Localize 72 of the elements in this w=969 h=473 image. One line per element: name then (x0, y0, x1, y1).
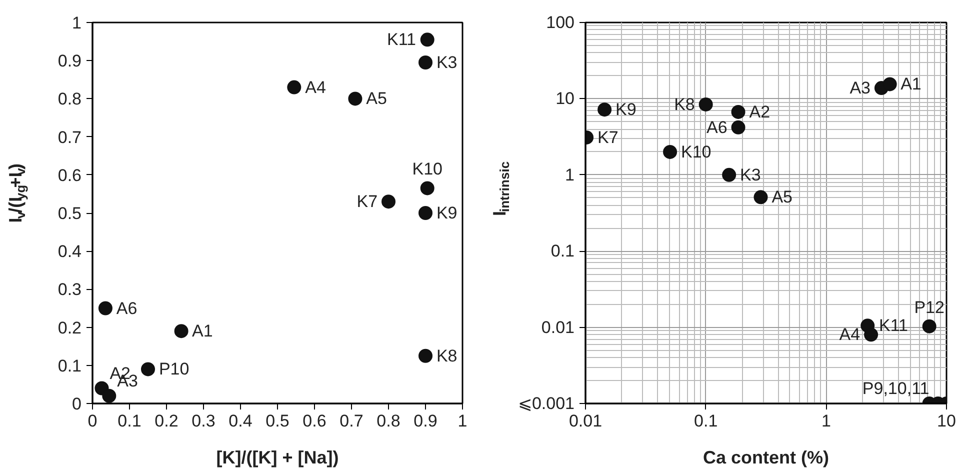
y-tick-label: 0.1 (58, 356, 82, 376)
x-tick-label: 1 (458, 412, 468, 430)
y-tick-label: 1 (72, 14, 82, 32)
annotation: A5 (772, 188, 793, 207)
y-tick-label: 1 (565, 165, 575, 184)
x-tick-label: 0.8 (376, 412, 400, 430)
point (98, 301, 112, 316)
annotation: K8 (674, 94, 695, 114)
x-tick-label: 0 (88, 412, 98, 430)
point (418, 348, 432, 363)
point (420, 181, 434, 196)
y-tick-label: 0.1 (550, 242, 575, 261)
annotation: P9,10,11 (862, 379, 930, 398)
annotation: K11 (878, 316, 908, 336)
x-tick-label: 0.1 (694, 412, 718, 430)
y-tick-label: ⩽0.001 (518, 394, 575, 413)
y-tick-label: 0.01 (541, 318, 575, 337)
y-tick-label: 0 (72, 394, 82, 414)
annotation: K8 (436, 346, 458, 366)
y-tick-label: 0.9 (58, 52, 82, 71)
point (382, 194, 396, 209)
point (348, 92, 362, 106)
x-axis-title: [K]/([K] + [Na]) (216, 448, 339, 468)
x-tick-label: 0.01 (568, 412, 602, 430)
annotation: K9 (616, 100, 636, 120)
annotation: K10 (412, 160, 442, 179)
y-tick-label: 0.7 (58, 128, 82, 147)
annotation: A5 (366, 89, 387, 108)
annotation: A6 (706, 118, 728, 137)
x-tick-label: 0.6 (302, 412, 326, 430)
y-tick-label: 100 (546, 13, 575, 32)
annotation: K10 (680, 142, 712, 162)
x-tick-label: 0.3 (192, 412, 216, 430)
y-tick-label: 0.4 (58, 242, 82, 262)
point (141, 362, 155, 376)
x-tick-label: 0.5 (266, 412, 290, 430)
annotation: K9 (436, 204, 458, 222)
annotation: K3 (436, 53, 458, 72)
y-tick-label: 10 (556, 89, 575, 108)
annotation: A4 (839, 325, 860, 344)
point (287, 80, 302, 94)
annotation: A6 (116, 298, 138, 318)
annotation: A4 (305, 78, 326, 97)
annotation: K7 (356, 192, 378, 212)
y-tick-label: 0.8 (58, 90, 82, 109)
x-tick-label: 0.7 (340, 412, 364, 430)
x-tick-label: 0.9 (414, 412, 438, 430)
annotation: A1 (192, 322, 213, 341)
x-tick-label: 10 (937, 412, 956, 430)
y-tick-label: 0.6 (58, 166, 82, 185)
annotation: K11 (386, 30, 416, 50)
y-axis-title: Iintrinsic (490, 161, 512, 216)
point (174, 324, 188, 338)
annotation: A1 (900, 74, 922, 94)
point (102, 388, 116, 403)
x-tick-label: 1 (821, 412, 831, 430)
x-axis-title: Ca content (%) (703, 448, 830, 468)
point (420, 32, 434, 47)
annotation: K7 (598, 128, 618, 147)
x-tick-label: 0.1 (118, 412, 142, 430)
y-tick-label: 0.2 (58, 318, 82, 338)
annotation: A2 (749, 102, 770, 122)
point (418, 206, 432, 220)
y-tick-label: 0.5 (58, 204, 82, 223)
x-tick-label: 0.2 (154, 412, 178, 430)
y-tick-label: 0.3 (58, 280, 82, 300)
point (418, 56, 432, 70)
annotation: P12 (914, 298, 944, 317)
annotation: A3 (850, 78, 870, 98)
x-tick-label: 0.4 (228, 412, 252, 430)
annotation: P10 (158, 360, 190, 379)
annotation: K3 (740, 165, 761, 184)
